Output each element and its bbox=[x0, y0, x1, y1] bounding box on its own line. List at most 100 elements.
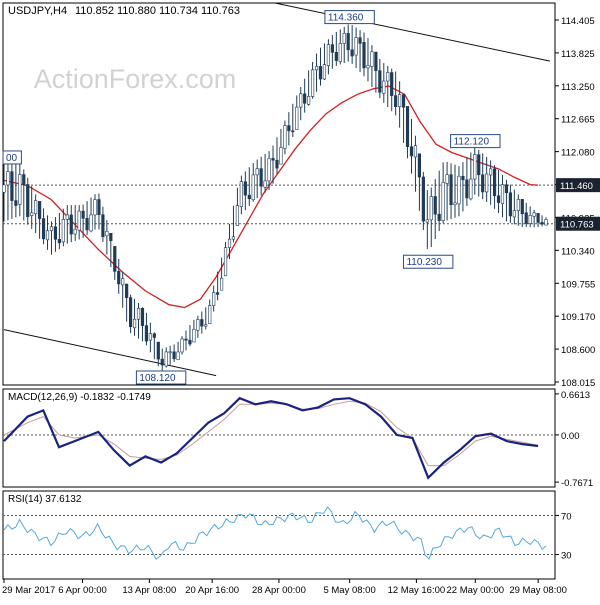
candle-body bbox=[540, 222, 544, 225]
x-tick-label: 28 Apr 00:00 bbox=[252, 585, 306, 596]
price-tick-label: 109.755 bbox=[561, 279, 595, 290]
price-callout-label: 110.230 bbox=[406, 257, 442, 268]
candle-body bbox=[322, 64, 327, 80]
candle-body bbox=[30, 212, 34, 216]
trendline bbox=[3, 329, 217, 377]
candle-body bbox=[500, 184, 505, 204]
candle-body bbox=[425, 219, 429, 223]
candle-body bbox=[140, 308, 145, 326]
chart-ohlc: 110.852 110.880 110.734 110.763 bbox=[75, 5, 240, 17]
price-tick-label: 108.600 bbox=[561, 345, 595, 356]
candle-body bbox=[338, 43, 342, 62]
candle-body bbox=[477, 154, 481, 176]
candle-body bbox=[492, 168, 497, 197]
price-callout-label: 00 bbox=[6, 153, 18, 164]
candle-body bbox=[536, 213, 540, 223]
candle-body bbox=[26, 184, 30, 217]
rsi-title: RSI(14) 37.6132 bbox=[8, 494, 82, 505]
candle-body bbox=[370, 51, 374, 67]
candle-body bbox=[520, 199, 524, 215]
candle-body bbox=[516, 199, 520, 211]
candle-body bbox=[255, 168, 259, 176]
candle-body bbox=[109, 232, 113, 242]
candle-body bbox=[77, 210, 81, 231]
candle-body bbox=[212, 292, 216, 306]
candle-body bbox=[117, 271, 121, 285]
macd-tick-label: 0.6613 bbox=[561, 390, 590, 401]
candle-body bbox=[481, 174, 485, 193]
candle-body bbox=[508, 192, 512, 217]
candle-body bbox=[378, 70, 382, 93]
candle-body bbox=[263, 180, 267, 188]
x-tick-label: 20 Apr 16:00 bbox=[185, 585, 239, 596]
candle-body bbox=[303, 93, 307, 104]
candle-body bbox=[152, 333, 156, 338]
price-callout-box bbox=[402, 254, 454, 269]
candle-body bbox=[318, 66, 323, 80]
candle-body bbox=[275, 159, 279, 169]
candle-body bbox=[136, 308, 141, 320]
candle-body bbox=[73, 228, 77, 235]
candle-body bbox=[251, 174, 255, 201]
candle-body bbox=[504, 184, 509, 194]
candle-body bbox=[184, 338, 188, 341]
candle-body bbox=[89, 214, 93, 232]
candle-body bbox=[271, 158, 275, 161]
candle-body bbox=[330, 44, 334, 53]
candle-body bbox=[532, 212, 536, 217]
macd-pane-frame bbox=[2, 388, 556, 488]
candle-body bbox=[358, 37, 362, 44]
candle-body bbox=[457, 175, 461, 205]
price-callout-label: 108.120 bbox=[139, 373, 176, 384]
candle-body bbox=[38, 201, 42, 219]
candle-body bbox=[231, 236, 236, 240]
candle-body bbox=[291, 130, 295, 133]
chart-symbol: USDJPY,H4 bbox=[8, 5, 67, 17]
candle-body bbox=[405, 106, 410, 147]
candle-body bbox=[22, 174, 26, 185]
candle-body bbox=[85, 217, 89, 231]
price-marker-label: 110.763 bbox=[560, 220, 594, 231]
price-tick-label: 108.015 bbox=[561, 378, 595, 389]
candle-body bbox=[53, 226, 58, 240]
candle-body bbox=[81, 210, 85, 219]
candle-body bbox=[208, 305, 212, 324]
x-tick-label: 29 May 08:00 bbox=[509, 585, 567, 596]
price-marker bbox=[556, 216, 600, 231]
candle-body bbox=[176, 351, 180, 361]
candle-body bbox=[216, 292, 220, 295]
candle-body bbox=[14, 200, 18, 206]
candle-body bbox=[18, 174, 22, 205]
candle-body bbox=[433, 196, 437, 215]
trendline bbox=[274, 2, 551, 62]
candle-body bbox=[453, 202, 457, 206]
price-tick-label: 113.825 bbox=[561, 49, 595, 60]
macd-tick-label: -0.7671 bbox=[561, 478, 593, 489]
candle-body bbox=[350, 49, 354, 57]
price-tick-label: 112.080 bbox=[561, 148, 595, 159]
candle-body bbox=[429, 196, 433, 221]
candle-body bbox=[512, 210, 516, 218]
candle-body bbox=[334, 52, 338, 61]
candle-body bbox=[469, 178, 473, 200]
price-marker-label: 111.460 bbox=[560, 181, 593, 192]
candle-body bbox=[148, 333, 152, 341]
price-marker bbox=[556, 178, 600, 193]
candle-body bbox=[239, 181, 243, 208]
candle-body bbox=[144, 325, 149, 342]
candle-body bbox=[10, 171, 14, 201]
candle-body bbox=[132, 318, 137, 329]
candle-body bbox=[544, 219, 548, 226]
x-tick-label: 6 Apr 00:00 bbox=[58, 585, 107, 596]
price-tick-label: 114.405 bbox=[561, 16, 595, 27]
candle-body bbox=[49, 226, 54, 232]
candle-body bbox=[57, 239, 61, 244]
candle-body bbox=[259, 168, 263, 187]
candle-body bbox=[283, 125, 287, 149]
candle-body bbox=[314, 66, 319, 71]
candle-body bbox=[97, 199, 101, 215]
candle-body bbox=[247, 194, 251, 200]
candle-body bbox=[219, 277, 224, 291]
candle-body bbox=[413, 145, 418, 158]
